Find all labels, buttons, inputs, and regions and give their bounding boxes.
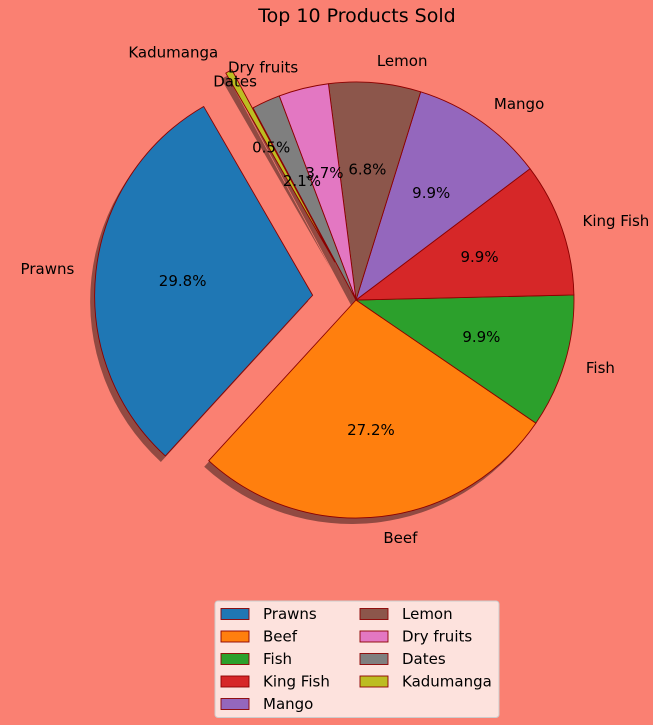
slice-label-mango: Mango	[494, 95, 544, 113]
legend-swatch-dates	[359, 653, 389, 665]
legend-label-beef: Beef	[263, 628, 298, 646]
legend-swatch-dry-fruits	[359, 630, 389, 643]
legend-swatch-king-fish	[220, 675, 250, 688]
slice-label-beef: Beef	[383, 529, 418, 547]
slice-label-dry-fruits: Dry fruits	[228, 58, 298, 76]
legend-swatch-beef	[220, 630, 250, 643]
legend-swatch-lemon	[359, 608, 389, 620]
legend-label-kadumanga: Kadumanga	[402, 673, 492, 691]
slice-percent-prawns: 29.8%	[159, 272, 207, 290]
pie-slice-beef	[208, 299, 537, 519]
pie-slice-dates	[252, 95, 357, 301]
legend-box	[214, 600, 500, 718]
slice-percent-lemon: 6.8%	[348, 161, 386, 179]
legend-swatch-mango	[220, 698, 250, 710]
legend-label-prawns: Prawns	[263, 605, 317, 623]
legend-label-mango: Mango	[263, 695, 313, 713]
legend-label-fish: Fish	[263, 650, 292, 668]
legend-swatch-kadumanga	[359, 675, 389, 688]
chart-title: Top 10 Products Sold	[257, 5, 455, 27]
slice-label-king-fish: King Fish	[582, 212, 649, 230]
slice-label-lemon: Lemon	[377, 52, 428, 70]
pie-shadow-kadumanga	[221, 75, 331, 268]
slice-label-prawns: Prawns	[21, 260, 75, 278]
slice-percent-beef: 27.2%	[347, 421, 395, 439]
slice-label-fish: Fish	[586, 359, 615, 377]
legend-label-dry-fruits: Dry fruits	[402, 628, 472, 646]
legend: Prawns Beef Fish King Fish Mango Lemon Dry fru…	[214, 600, 500, 718]
pie-slice-king-fish	[355, 168, 575, 301]
pie-slice-mango	[355, 91, 531, 301]
pie-slice-prawns	[94, 106, 314, 457]
pie-slice-fish	[355, 294, 575, 424]
legend-swatch-fish	[220, 653, 250, 665]
slice-label-dates: Dates	[213, 73, 257, 91]
pie-wedges	[94, 69, 575, 519]
slice-percent-mango: 9.9%	[412, 184, 450, 202]
slice-percent-dates: 2.1%	[283, 172, 321, 190]
slice-label-kadumanga: Kadumanga	[128, 43, 218, 61]
legend-label-lemon: Lemon	[402, 605, 453, 623]
slice-percent-kadumanga: 0.5%	[252, 139, 290, 157]
pie-slice-kadumanga	[225, 69, 336, 263]
pie-labels: Prawns 29.8% Beef 27.2% Fish 9.9% King Fish 9.9…	[21, 43, 650, 547]
slice-percent-fish: 9.9%	[462, 328, 500, 346]
legend-swatch-prawns	[220, 608, 250, 620]
slice-percent-dry-fruits: 3.7%	[305, 164, 343, 182]
slice-percent-king-fish: 9.9%	[460, 248, 498, 266]
legend-label-dates: Dates	[402, 650, 446, 668]
legend-label-king-fish: King Fish	[263, 673, 330, 691]
